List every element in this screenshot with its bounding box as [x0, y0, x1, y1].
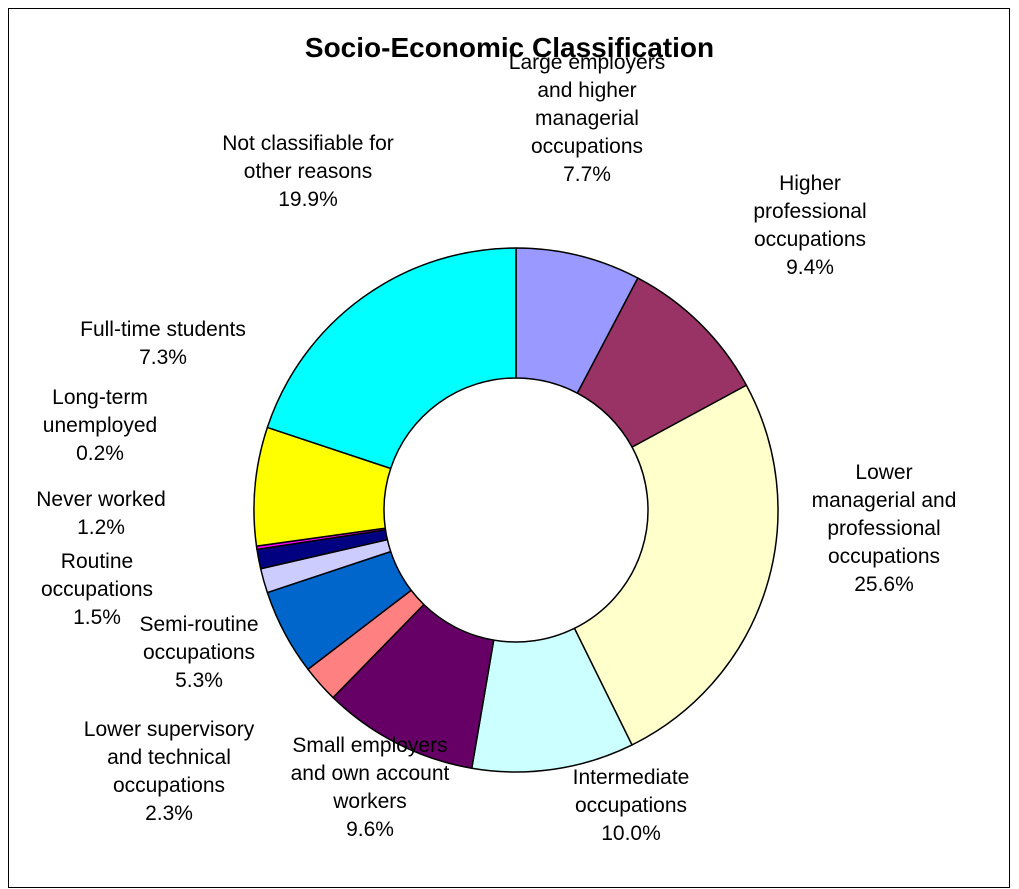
slice-label-small-employers-and-own-account-workers: Small employers and own account workers 9.6… [291, 734, 450, 841]
slice-category-label: professional [827, 517, 940, 540]
slice-category-label: unemployed [43, 414, 157, 437]
slice-value-label: 7.7% [563, 163, 611, 186]
slice-category-label: workers [332, 790, 407, 813]
slice-category-label: professional [753, 200, 866, 223]
slice-category-label: occupations [113, 774, 225, 797]
slice-label-lower-supervisory-and-technical-occupations: Lower supervisory and technical occupation… [84, 718, 255, 825]
slice-category-label: Never worked [36, 488, 166, 511]
slice-label-routine-occupations: Routine occupations 1.5% [41, 550, 153, 629]
slice-category-label: managerial and [812, 489, 957, 512]
slice-category-label: Large employers [509, 51, 665, 74]
slice-label-large-employers-and-higher-managerial-occupations: Large employers and higher managerial occup… [509, 51, 665, 186]
slice-value-label: 7.3% [139, 346, 187, 369]
slice-category-label: occupations [531, 135, 643, 158]
slice-category-label: and own account [291, 762, 450, 785]
slice-value-label: 25.6% [854, 573, 914, 596]
slice-category-label: occupations [828, 545, 940, 568]
slice-value-label: 0.2% [76, 442, 124, 465]
slice-value-label: 1.5% [73, 606, 121, 629]
slice-category-label: and technical [107, 746, 231, 769]
slice-value-label: 5.3% [175, 669, 223, 692]
slice-category-label: Semi-routine [139, 613, 258, 636]
slice-value-label: 10.0% [601, 822, 661, 845]
slice-value-label: 1.2% [77, 516, 125, 539]
slice-category-label: occupations [575, 794, 687, 817]
slice-category-label: other reasons [244, 160, 372, 183]
slices-group [253, 247, 779, 773]
slice-category-label: Intermediate [573, 766, 690, 789]
slice-label-not-classifiable-for-other-reasons: Not classifiable for other reasons 19.9% [222, 132, 394, 211]
slice-category-label: Lower [855, 461, 912, 484]
slice-value-label: 9.6% [346, 818, 394, 841]
slice-category-label: Routine [61, 550, 133, 573]
slice-category-label: Long-term [52, 386, 148, 409]
slice-label-full-time-students: Full-time students 7.3% [80, 318, 246, 369]
slice-label-long-term-unemployed: Long-term unemployed 0.2% [43, 386, 157, 465]
slice-category-label: occupations [41, 578, 153, 601]
slice-value-label: 2.3% [145, 802, 193, 825]
slice-category-label: occupations [143, 641, 255, 664]
slice-label-semi-routine-occupations: Semi-routine occupations 5.3% [139, 613, 258, 692]
slice-category-label: Higher [779, 172, 841, 195]
slice-category-label: managerial [535, 107, 639, 130]
slice-category-label: Not classifiable for [222, 132, 394, 155]
slice-label-higher-professional-occupations: Higher professional occupations 9.4% [753, 172, 866, 279]
slice-label-intermediate-occupations: Intermediate occupations 10.0% [573, 766, 690, 845]
chart-title: Socio-Economic Classification [304, 32, 715, 63]
slice-category-label: and higher [537, 79, 636, 102]
slice-value-label: 9.4% [786, 256, 834, 279]
slice-category-label: Lower supervisory [84, 718, 255, 741]
slice-label-never-worked: Never worked 1.2% [36, 488, 166, 539]
slice-category-label: Small employers [292, 734, 447, 757]
slice-label-lower-managerial-and-professional-occupations: Lower managerial and professional occupatio… [812, 461, 957, 596]
slice-not-classifiable-for-other-reasons [266, 247, 517, 470]
slice-value-label: 19.9% [278, 188, 338, 211]
slice-category-label: occupations [754, 228, 866, 251]
labels-group: Large employers and higher managerial occup… [36, 51, 956, 845]
slice-lower-managerial-and-professional-occupations [573, 384, 779, 746]
slice-category-label: Full-time students [80, 318, 246, 341]
